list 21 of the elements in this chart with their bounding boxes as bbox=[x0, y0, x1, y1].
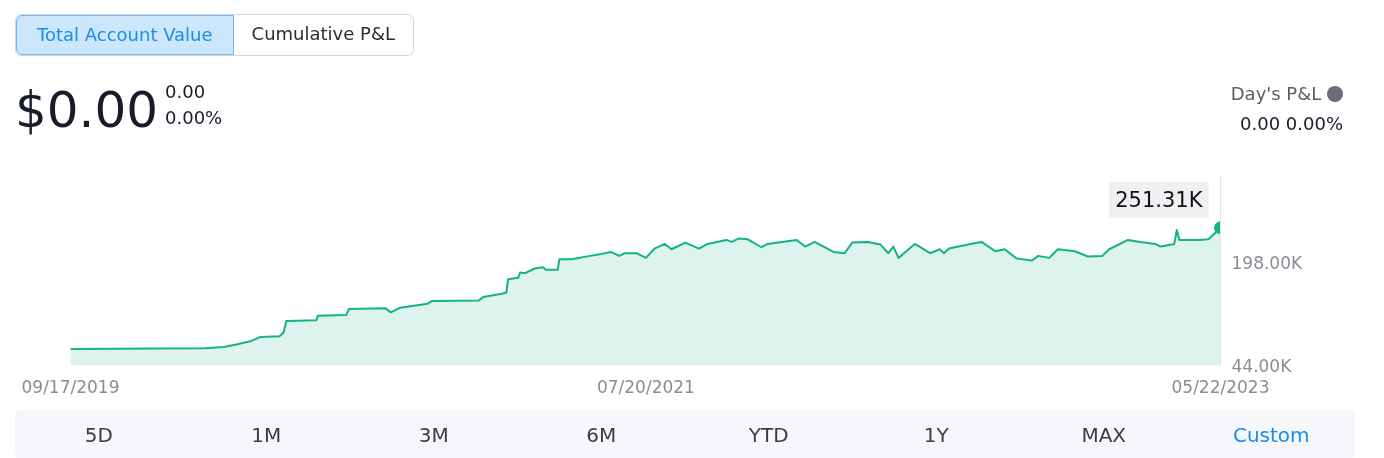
annotation: 251.31K bbox=[1115, 187, 1204, 212]
text: 1M bbox=[250, 421, 283, 449]
x-tick-label: 07/20/2021 bbox=[596, 376, 695, 397]
text: 6M bbox=[585, 421, 618, 449]
x-tick-label: 05/22/2023 bbox=[1171, 376, 1270, 397]
x-tick-label: 09/17/2019 bbox=[21, 376, 120, 397]
text: Day's P&L bbox=[1230, 83, 1322, 104]
y-tick-label: 44.00K bbox=[1231, 355, 1293, 376]
text: 0.00 bbox=[165, 81, 206, 102]
text: Total Account Value bbox=[16, 15, 234, 55]
text: $0.00 bbox=[15, 80, 159, 141]
text: Custom bbox=[1231, 421, 1311, 449]
text: 5D bbox=[83, 421, 114, 449]
text: YTD bbox=[747, 421, 790, 449]
text: 3M bbox=[417, 421, 450, 449]
text: 1Y bbox=[922, 421, 950, 449]
y-tick-label: 198.00K bbox=[1231, 253, 1303, 274]
text: MAX bbox=[1080, 421, 1128, 449]
text: 0.00% bbox=[165, 107, 223, 128]
text: 0.00 0.00% bbox=[1240, 113, 1343, 134]
text: Cumulative P&L bbox=[250, 22, 396, 46]
